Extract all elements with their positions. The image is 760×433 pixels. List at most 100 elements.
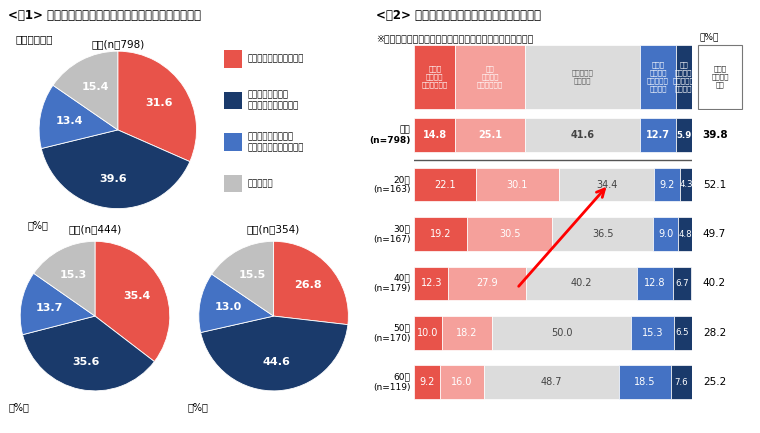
Text: 5.9: 5.9 xyxy=(676,131,692,139)
Text: 10.0: 10.0 xyxy=(417,328,439,338)
Text: 休日を減らしても、
収入が増えるほうがいい: 休日を減らしても、 収入が増えるほうがいい xyxy=(247,132,304,152)
Bar xyxy=(467,217,552,251)
Bar xyxy=(224,133,242,151)
Text: 39.8: 39.8 xyxy=(703,130,728,140)
Wedge shape xyxy=(41,130,190,209)
Text: 49.7: 49.7 xyxy=(703,229,726,239)
Bar xyxy=(654,217,678,251)
Text: 12.8: 12.8 xyxy=(644,278,666,288)
Text: 6.5: 6.5 xyxy=(676,328,689,337)
Bar xyxy=(442,316,492,350)
Text: 34.4: 34.4 xyxy=(596,180,617,190)
Bar xyxy=(414,267,448,300)
Text: 15.3: 15.3 xyxy=(641,328,663,338)
Bar xyxy=(448,267,526,300)
Wedge shape xyxy=(53,51,118,130)
Text: 全体(n＝798): 全体(n＝798) xyxy=(91,39,144,49)
Bar xyxy=(654,168,680,201)
Bar xyxy=(637,267,673,300)
Bar xyxy=(414,365,440,399)
Bar xyxy=(414,316,442,350)
Text: 35.4: 35.4 xyxy=(123,291,150,301)
Wedge shape xyxy=(212,241,274,316)
Bar xyxy=(526,267,637,300)
Text: まあ
生産性が
あがると思う: まあ 生産性が あがると思う xyxy=(477,65,503,88)
Text: （%）: （%） xyxy=(27,221,48,231)
Text: <図2> 休日が増えると生産性があがると思うか: <図2> 休日が増えると生産性があがると思うか xyxy=(376,9,541,22)
Text: 28.2: 28.2 xyxy=(703,328,726,338)
Bar xyxy=(224,50,242,68)
Text: （%）: （%） xyxy=(188,402,208,412)
Text: 9.2: 9.2 xyxy=(660,180,675,190)
Text: 41.6: 41.6 xyxy=(571,130,594,140)
Bar xyxy=(673,267,692,300)
Text: 22.1: 22.1 xyxy=(434,180,456,190)
Bar xyxy=(680,168,692,201)
Text: ※給料の額、仕事の内容・量は変わらない場合（単一回答）: ※給料の額、仕事の内容・量は変わらない場合（単一回答） xyxy=(376,35,534,44)
Bar xyxy=(440,365,484,399)
Text: 26.8: 26.8 xyxy=(294,280,322,290)
Text: 25.1: 25.1 xyxy=(478,130,502,140)
Bar xyxy=(414,168,476,201)
Text: 48.7: 48.7 xyxy=(541,377,562,387)
Text: 44.6: 44.6 xyxy=(262,357,290,367)
Text: 4.8: 4.8 xyxy=(678,229,692,239)
Text: 30.1: 30.1 xyxy=(507,180,528,190)
Text: 50.0: 50.0 xyxy=(551,328,572,338)
Text: 12.3: 12.3 xyxy=(420,278,442,288)
Text: 女性(n＝354): 女性(n＝354) xyxy=(247,224,300,234)
Wedge shape xyxy=(199,274,274,333)
Text: 25.2: 25.2 xyxy=(703,377,726,387)
Text: 39.6: 39.6 xyxy=(100,174,128,184)
Bar xyxy=(631,316,673,350)
Bar xyxy=(492,316,631,350)
Bar xyxy=(552,217,654,251)
Wedge shape xyxy=(274,241,348,325)
Bar xyxy=(676,118,692,152)
Bar xyxy=(455,118,525,152)
Text: 全く
生産性が
あがるとは
思わない: 全く 生産性が あがるとは 思わない xyxy=(673,61,695,92)
Text: 9.2: 9.2 xyxy=(420,377,435,387)
Text: 36.5: 36.5 xyxy=(592,229,613,239)
Text: 30代
(n=167): 30代 (n=167) xyxy=(373,224,410,244)
Text: 50代
(n=170): 50代 (n=170) xyxy=(373,323,410,343)
Text: 生産性
があがる
・計: 生産性 があがる ・計 xyxy=(711,65,729,88)
Text: 31.6: 31.6 xyxy=(145,98,173,108)
Wedge shape xyxy=(201,316,348,391)
Text: 6.7: 6.7 xyxy=(675,279,689,288)
Text: （単一回答）: （単一回答） xyxy=(15,35,52,45)
Text: 30.5: 30.5 xyxy=(499,229,521,239)
Text: 18.5: 18.5 xyxy=(634,377,656,387)
Bar xyxy=(640,118,676,152)
Wedge shape xyxy=(21,273,95,335)
Text: （%）: （%） xyxy=(9,402,30,412)
Text: <図1> 収入が多少減っても、休日が増えるほうがよいか: <図1> 収入が多少減っても、休日が増えるほうがよいか xyxy=(8,9,201,22)
Text: 7.6: 7.6 xyxy=(674,378,688,387)
Text: 13.4: 13.4 xyxy=(56,116,84,126)
Text: 全体
(n=798): 全体 (n=798) xyxy=(369,126,410,145)
Bar xyxy=(670,365,692,399)
Bar xyxy=(455,45,525,109)
Text: 15.5: 15.5 xyxy=(238,270,265,280)
Text: 14.8: 14.8 xyxy=(423,130,447,140)
Bar xyxy=(484,365,619,399)
Bar xyxy=(525,118,640,152)
Text: とても
生産性が
あがると思う: とても 生産性が あがると思う xyxy=(422,65,448,88)
Bar xyxy=(476,168,559,201)
Text: （%）: （%） xyxy=(699,32,718,41)
Text: わからない: わからない xyxy=(247,179,273,188)
Bar xyxy=(678,217,692,251)
Text: 4.3: 4.3 xyxy=(679,180,692,189)
Bar xyxy=(224,92,242,109)
Bar xyxy=(619,365,670,399)
Text: 9.0: 9.0 xyxy=(658,229,673,239)
Text: 収入が減るなら、
休日は増えなくていい: 収入が減るなら、 休日は増えなくていい xyxy=(247,90,299,110)
Text: 40.2: 40.2 xyxy=(703,278,726,288)
Text: 52.1: 52.1 xyxy=(703,180,726,190)
Bar xyxy=(224,175,242,192)
Text: 12.7: 12.7 xyxy=(646,130,670,140)
Bar xyxy=(676,45,692,109)
Text: 27.9: 27.9 xyxy=(477,278,498,288)
Bar xyxy=(525,45,640,109)
Bar xyxy=(414,45,455,109)
